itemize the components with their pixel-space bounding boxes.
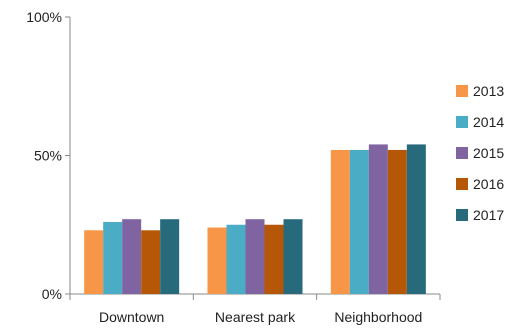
bar-2017-downtown <box>160 219 180 294</box>
bars <box>84 144 426 294</box>
x-category-label: Downtown <box>99 309 164 325</box>
y-tick-label: 50% <box>34 148 62 164</box>
bar-2013-downtown <box>84 230 104 294</box>
y-tick-label: 0% <box>42 286 62 302</box>
bar-2013-nearest-park <box>207 227 227 294</box>
legend-label-2013: 2013 <box>473 83 504 99</box>
legend-swatch-2014 <box>456 116 468 128</box>
bar-2015-nearest-park <box>245 219 265 294</box>
bar-2014-downtown <box>103 221 123 294</box>
legend-swatch-2013 <box>456 85 468 97</box>
x-category-label: Neighborhood <box>334 309 422 325</box>
bar-2014-nearest-park <box>226 224 246 294</box>
legend-label-2014: 2014 <box>473 114 504 130</box>
legend-label-2015: 2015 <box>473 145 504 161</box>
bar-2013-neighborhood <box>330 149 350 294</box>
bar-2017-nearest-park <box>283 219 303 294</box>
y-tick-label: 100% <box>26 9 62 25</box>
bar-2016-neighborhood <box>387 149 407 294</box>
legend-swatch-2017 <box>456 209 468 221</box>
legend-swatch-2016 <box>456 178 468 190</box>
bar-2016-nearest-park <box>264 224 284 294</box>
axis-labels: 0% 50% 100% Downtown Nearest park Neighborhoo… <box>26 9 422 325</box>
bar-2015-neighborhood <box>368 144 388 294</box>
legend-swatch-2015 <box>456 147 468 159</box>
legend: 2013 2014 2015 2016 2017 <box>456 83 504 223</box>
legend-label-2017: 2017 <box>473 207 504 223</box>
x-category-label: Nearest park <box>215 309 296 325</box>
bar-2015-downtown <box>122 219 142 294</box>
bar-2014-neighborhood <box>349 149 369 294</box>
legend-label-2016: 2016 <box>473 176 504 192</box>
bar-2017-neighborhood <box>406 144 426 294</box>
bar-2016-downtown <box>141 230 161 294</box>
